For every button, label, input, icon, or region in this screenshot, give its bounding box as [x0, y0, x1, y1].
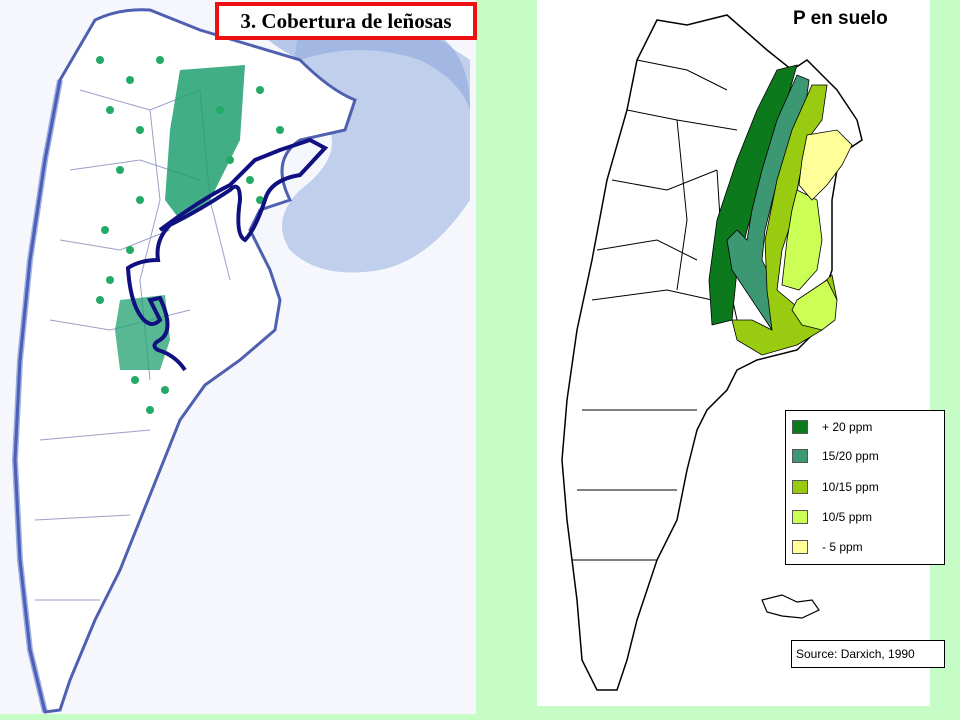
legend-label: 15/20 ppm	[822, 449, 879, 463]
legend-item: 10/15 ppm	[792, 479, 879, 495]
legend-item: 10/5 ppm	[792, 509, 872, 525]
legend-label: 10/15 ppm	[822, 480, 879, 494]
legend-swatch	[792, 480, 808, 494]
woody-cover-map	[11, 7, 470, 714]
woody-cover-region-north	[165, 65, 245, 220]
woody-cover-map-panel	[0, 0, 476, 714]
zone-minus-5-ppm	[798, 129, 853, 201]
source-citation-box: Source: Darxich, 1990	[791, 640, 945, 668]
malvinas-islands	[761, 594, 820, 619]
legend-swatch	[792, 540, 808, 554]
zone-10-5-ppm	[781, 189, 838, 331]
legend-label: + 20 ppm	[822, 420, 873, 434]
legend-label: 10/5 ppm	[822, 510, 873, 524]
left-map-title-box: 3. Cobertura de leñosas	[215, 2, 477, 40]
country-outline	[13, 8, 357, 714]
soil-phosphorus-map	[561, 14, 863, 691]
phosphorus-legend: + 20 ppm 15/20 ppm 10/15 ppm 10/5 ppm - …	[785, 410, 945, 565]
right-map-title: P en suelo	[793, 8, 888, 29]
legend-swatch	[792, 449, 808, 463]
legend-item: + 20 ppm	[792, 419, 872, 435]
west-coast-texture	[11, 79, 63, 713]
legend-swatch	[792, 420, 808, 434]
tree-dots	[96, 56, 284, 414]
left-map-title: 3. Cobertura de leñosas	[240, 8, 452, 33]
woody-cover-boundary-line	[125, 137, 329, 372]
source-citation: Source: Darxich, 1990	[796, 647, 915, 661]
soil-phosphorus-map-panel	[537, 0, 930, 706]
legend-swatch	[792, 510, 808, 524]
legend-label: - 5 ppm	[822, 540, 863, 554]
legend-item: - 5 ppm	[792, 539, 863, 555]
river-plate-water	[282, 17, 470, 273]
legend-item: 15/20 ppm	[792, 448, 879, 464]
